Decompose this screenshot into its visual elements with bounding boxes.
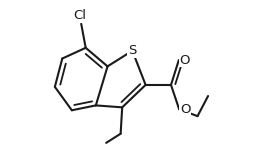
Text: O: O: [180, 103, 191, 116]
Text: O: O: [179, 54, 190, 67]
Text: Cl: Cl: [73, 9, 86, 22]
Text: S: S: [128, 44, 136, 57]
